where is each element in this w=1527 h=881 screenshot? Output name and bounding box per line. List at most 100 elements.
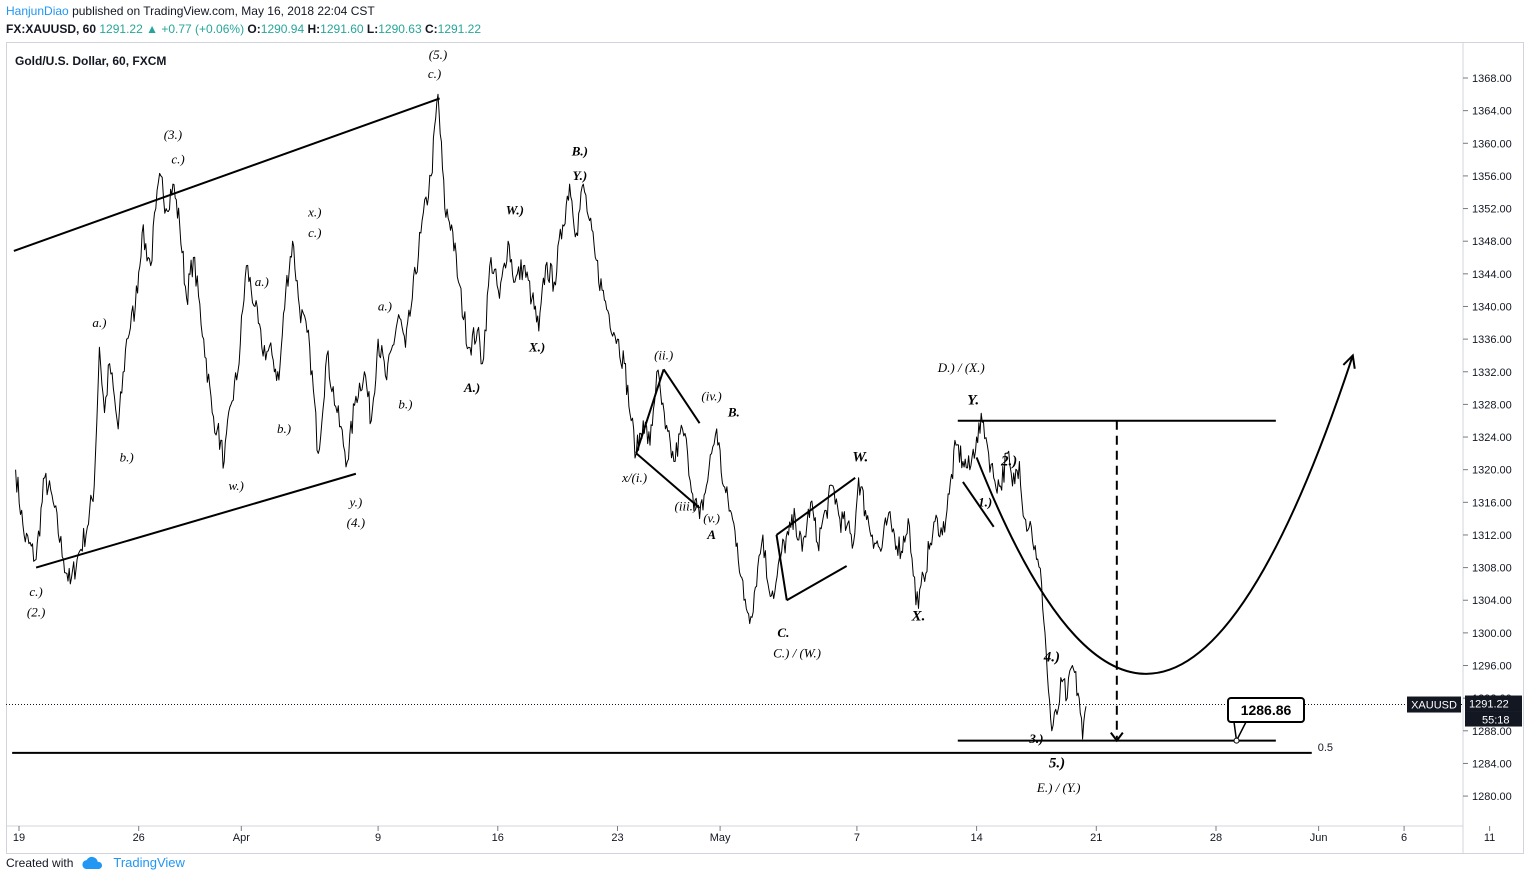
high-label: H: <box>307 22 321 36</box>
wave-label: D.) / (X.) <box>937 360 985 375</box>
y-tick-label: 1288.00 <box>1472 726 1512 738</box>
publish-info: HanjunDiao published on TradingView.com,… <box>6 4 375 18</box>
fib-level-label: 0.5 <box>1318 742 1333 754</box>
price-chart[interactable]: Gold/U.S. Dollar, 60, FXCM 1368.00 1364.0… <box>6 42 1524 854</box>
countdown-badge <box>1465 711 1522 727</box>
chart-container[interactable]: Gold/U.S. Dollar, 60, FXCM 1368.00 1364.0… <box>6 42 1524 854</box>
wave-label: c.) <box>29 584 42 599</box>
wave-label: X. <box>911 609 926 625</box>
wave-label: a.) <box>378 299 392 314</box>
wave-label: x.) <box>307 205 321 220</box>
y-tick-label: 1300.00 <box>1472 628 1512 640</box>
y-tick-label: 1304.00 <box>1472 595 1512 607</box>
wave-label: (2.) <box>27 605 45 620</box>
x-tick-label: 6 <box>1401 832 1407 844</box>
x-tick-label: 7 <box>854 832 860 844</box>
forecast-arrow-head <box>1342 353 1356 369</box>
x-tick-label: Jun <box>1310 832 1328 844</box>
y-tick-label: 1284.00 <box>1472 758 1512 770</box>
tradingview-brand-link[interactable]: TradingView <box>113 855 185 870</box>
y-tick-label: 1364.00 <box>1472 106 1512 118</box>
forecast-curve <box>975 355 1354 675</box>
projection-arrow-head <box>1110 731 1124 743</box>
open-value: 1290.94 <box>260 22 305 36</box>
wave-label: x/(i.) <box>621 470 647 485</box>
wave-label: A.) <box>463 380 480 395</box>
wave-label: y.) <box>348 494 363 509</box>
wave-label: W. <box>852 450 868 466</box>
wave-label: c.) <box>308 225 321 240</box>
wave-label: (5.) <box>429 47 447 62</box>
y-tick-label: 1296.00 <box>1472 661 1512 673</box>
symbol-info: FX:XAUUSD, 60 1291.22 ▲ +0.77 (+0.06%) O… <box>6 22 481 36</box>
y-tick-label: 1312.00 <box>1472 530 1512 542</box>
wave-label: a.) <box>92 315 106 330</box>
close-label: C: <box>424 22 438 36</box>
open-label: O: <box>247 22 261 36</box>
wave-label: (4.) <box>347 515 365 530</box>
wave-labels: (2.) c.) a.) b.) (3.) c.) w.) a.) b.) x.) c.) y.) (4… <box>27 47 1081 795</box>
wave-label: b.) <box>120 450 134 465</box>
y-tick-label: 1328.00 <box>1472 399 1512 411</box>
published-text: published on TradingView.com, May 16, 20… <box>72 4 375 18</box>
price-line <box>15 93 1087 740</box>
chart-frame <box>6 42 1524 854</box>
wave-label: Y. <box>967 392 979 408</box>
x-tick-label: 9 <box>375 832 381 844</box>
y-tick-label: 1280.00 <box>1472 791 1512 803</box>
x-tick-label: 11 <box>1484 832 1495 844</box>
trend-line <box>662 368 701 424</box>
trend-line <box>635 369 665 454</box>
change-arrow: ▲ <box>146 22 158 36</box>
wave-label: c.) <box>171 152 184 167</box>
wave-label: 5.) <box>1049 756 1065 772</box>
wave-label: 2.) <box>1000 454 1017 470</box>
low-value: 1290.63 <box>378 22 422 36</box>
trend-line <box>13 97 440 252</box>
wave-label: 1.) <box>978 494 992 509</box>
high-value: 1291.60 <box>320 22 364 36</box>
wave-label: W.) <box>506 202 524 217</box>
y-tick-label: 1368.00 <box>1472 73 1512 85</box>
trend-line <box>35 472 357 569</box>
author-link[interactable]: HanjunDiao <box>6 4 69 18</box>
price-series <box>15 93 1087 740</box>
low-label: L: <box>366 22 379 36</box>
y-tick-label: 1360.00 <box>1472 138 1512 150</box>
wave-label: Y.) <box>573 168 588 183</box>
trend-line <box>962 481 995 528</box>
x-tick-label: 19 <box>13 832 25 844</box>
last-price-badge <box>1465 695 1522 712</box>
wave-label: (iv.) <box>701 388 721 403</box>
wave-label: w.) <box>229 478 244 493</box>
wave-label: 3.) <box>1028 731 1043 746</box>
y-tick-label: 1344.00 <box>1472 269 1512 281</box>
x-tick-label: 23 <box>611 832 623 844</box>
wave-label: (v.) <box>703 511 720 526</box>
wave-label: a.) <box>255 274 269 289</box>
price-overlays: XAUUSD 1291.22 55:18 1286.86 <box>6 695 1522 744</box>
change-value: +0.77 (+0.06%) <box>161 22 245 36</box>
y-tick-label: 1356.00 <box>1472 171 1512 183</box>
tradingview-cloud-icon <box>82 856 103 869</box>
countdown-label: 55:18 <box>1482 715 1510 727</box>
drawing-lines: 0.5 <box>12 97 1356 754</box>
footer: Created with TradingView <box>6 855 185 870</box>
wave-label: X.) <box>528 339 545 354</box>
axis-ticks: 1368.00 1364.00 1360.00 1356.00 1352.00 1348.… <box>13 73 1512 844</box>
y-tick-label: 1336.00 <box>1472 334 1512 346</box>
wave-label: c.) <box>428 66 441 81</box>
last-value: 1291.22 <box>99 22 143 36</box>
x-tick-label: 28 <box>1210 832 1222 844</box>
symbol-line: FX:XAUUSD, 60 <box>6 22 97 36</box>
close-value: 1291.22 <box>437 22 482 36</box>
y-tick-label: 1320.00 <box>1472 465 1512 477</box>
chart-title: Gold/U.S. Dollar, 60, FXCM <box>15 54 166 68</box>
target-point <box>1233 737 1240 744</box>
trend-line <box>635 452 701 509</box>
y-tick-label: 1352.00 <box>1472 204 1512 216</box>
y-tick-label: 1316.00 <box>1472 497 1512 509</box>
wave-label: b.) <box>277 421 291 436</box>
wave-label: B.) <box>571 144 588 159</box>
trend-line <box>786 565 848 602</box>
